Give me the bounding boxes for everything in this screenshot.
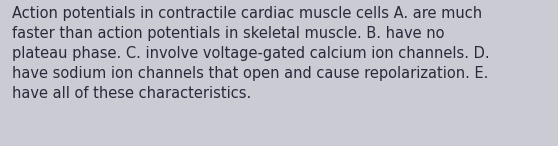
Text: Action potentials in contractile cardiac muscle cells A. are much
faster than ac: Action potentials in contractile cardiac… xyxy=(12,6,490,101)
